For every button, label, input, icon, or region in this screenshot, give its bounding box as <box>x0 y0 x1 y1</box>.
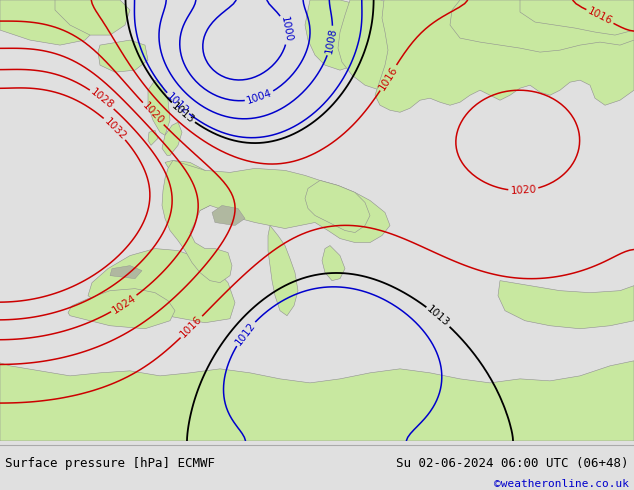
Polygon shape <box>498 281 634 329</box>
Polygon shape <box>0 361 634 441</box>
Polygon shape <box>520 0 634 35</box>
Text: 1020: 1020 <box>510 185 537 196</box>
Text: 1000: 1000 <box>279 16 294 44</box>
Polygon shape <box>148 80 170 135</box>
Text: 1020: 1020 <box>141 101 166 127</box>
Polygon shape <box>268 225 298 316</box>
Polygon shape <box>305 0 380 70</box>
Polygon shape <box>55 0 130 35</box>
Polygon shape <box>88 248 235 323</box>
Polygon shape <box>338 0 420 90</box>
Polygon shape <box>162 122 182 155</box>
Polygon shape <box>0 0 100 45</box>
Text: Surface pressure [hPa] ECMWF: Surface pressure [hPa] ECMWF <box>5 457 215 469</box>
Polygon shape <box>322 245 345 281</box>
Polygon shape <box>110 266 142 279</box>
Polygon shape <box>305 180 370 233</box>
Text: 1016: 1016 <box>377 64 399 92</box>
Polygon shape <box>68 289 175 329</box>
Text: 1028: 1028 <box>89 87 115 111</box>
Text: 1032: 1032 <box>102 116 128 142</box>
Text: 1008: 1008 <box>324 27 339 54</box>
Polygon shape <box>98 40 148 72</box>
Text: Su 02-06-2024 06:00 UTC (06+48): Su 02-06-2024 06:00 UTC (06+48) <box>396 457 629 469</box>
Text: 1013: 1013 <box>170 100 197 125</box>
Text: 1016: 1016 <box>586 6 614 27</box>
Text: 1012: 1012 <box>165 91 191 117</box>
Text: 1004: 1004 <box>245 88 274 106</box>
Polygon shape <box>165 160 218 211</box>
Polygon shape <box>375 0 634 112</box>
Text: 1024: 1024 <box>110 293 138 315</box>
Polygon shape <box>148 130 158 146</box>
Text: 1016: 1016 <box>179 314 204 340</box>
Polygon shape <box>212 205 245 225</box>
Text: 1012: 1012 <box>233 320 257 347</box>
Text: ©weatheronline.co.uk: ©weatheronline.co.uk <box>494 479 629 489</box>
Text: 1013: 1013 <box>425 304 451 329</box>
Polygon shape <box>162 160 390 283</box>
Polygon shape <box>450 0 634 52</box>
